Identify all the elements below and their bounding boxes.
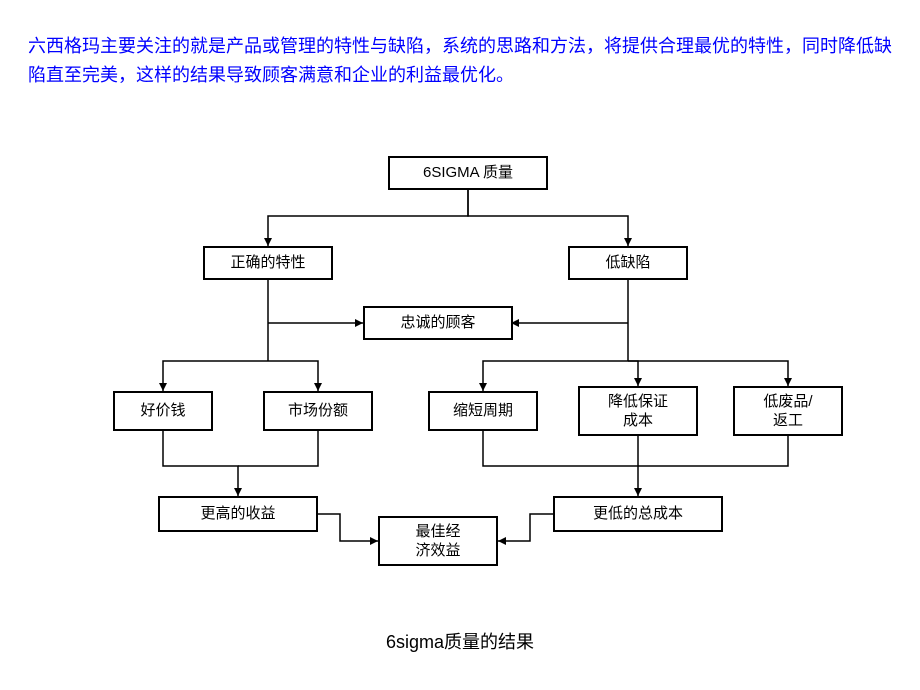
node-profit: 更高的收益 [158,496,318,532]
node-loyal: 忠诚的顾客 [363,306,513,340]
node-price: 好价钱 [113,391,213,431]
node-left1: 正确的特性 [203,246,333,280]
intro-paragraph: 六西格玛主要关注的就是产品或管理的特性与缺陷，系统的思路和方法，将提供合理最优的… [28,32,892,90]
node-share: 市场份额 [263,391,373,431]
node-scrap: 低废品/返工 [733,386,843,436]
node-warranty: 降低保证成本 [578,386,698,436]
diagram-caption: 6sigma质量的结果 [0,628,920,654]
node-right1: 低缺陷 [568,246,688,280]
node-cost: 更低的总成本 [553,496,723,532]
node-root: 6SIGMA 质量 [388,156,548,190]
node-best: 最佳经济效益 [378,516,498,566]
flowchart-6sigma: 6SIGMA 质量正确的特性 低缺陷忠诚的顾客好价钱 市场份额 缩短周期降低保证成本低… [88,156,848,596]
node-cycle: 缩短周期 [428,391,538,431]
